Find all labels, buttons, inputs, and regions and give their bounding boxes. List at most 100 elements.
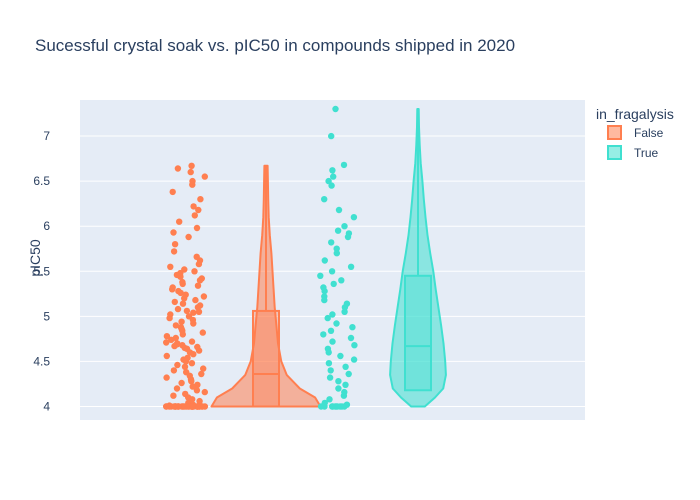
- data-point: [335, 206, 343, 214]
- data-point: [181, 295, 188, 302]
- data-point: [190, 203, 197, 210]
- data-point: [321, 403, 328, 410]
- data-point: [334, 227, 342, 234]
- data-point: [195, 347, 203, 354]
- data-point: [163, 352, 170, 360]
- box-true: [404, 274, 432, 392]
- data-point: [193, 387, 201, 394]
- data-point: [321, 196, 328, 203]
- data-point: [170, 367, 178, 374]
- y-tick-label: 5.5: [33, 264, 50, 278]
- data-point: [351, 342, 358, 349]
- data-point: [345, 370, 352, 378]
- data-point: [320, 331, 327, 338]
- data-point: [332, 105, 339, 113]
- y-tick-label: 6: [43, 219, 50, 233]
- data-point: [342, 381, 349, 388]
- data-point: [326, 396, 333, 403]
- data-point: [321, 296, 328, 304]
- plot-area: [80, 100, 585, 420]
- data-point: [189, 403, 196, 410]
- data-point: [179, 280, 186, 288]
- data-point: [174, 165, 182, 172]
- data-point: [176, 218, 183, 225]
- legend-label: True: [634, 146, 659, 160]
- data-point: [326, 374, 334, 381]
- data-point: [200, 365, 207, 372]
- data-point: [327, 367, 334, 374]
- y-tick-label: 5: [43, 309, 50, 323]
- data-point: [342, 363, 349, 370]
- data-point: [188, 162, 195, 169]
- data-point: [341, 223, 348, 230]
- data-point: [187, 168, 194, 176]
- data-point: [163, 403, 170, 410]
- data-point: [195, 206, 202, 214]
- data-point: [332, 403, 339, 410]
- data-point: [321, 257, 328, 264]
- data-point: [189, 181, 196, 188]
- data-point: [330, 280, 337, 288]
- data-point: [328, 182, 335, 189]
- data-point: [328, 268, 336, 275]
- data-point: [330, 173, 337, 180]
- data-point: [170, 392, 177, 399]
- data-point: [333, 250, 340, 257]
- data-point: [189, 383, 196, 390]
- chart-title: Sucessful crystal soak vs. pIC50 in comp…: [35, 36, 515, 55]
- data-point: [333, 320, 340, 327]
- legend-item-false: False: [607, 125, 664, 140]
- y-tick-label: 6.5: [33, 174, 50, 188]
- data-point: [171, 342, 178, 350]
- data-point: [166, 314, 173, 322]
- data-point: [190, 351, 197, 358]
- data-point: [196, 277, 204, 284]
- data-point: [329, 338, 336, 345]
- series-false: [163, 162, 322, 410]
- data-point: [198, 403, 205, 410]
- y-tick-label: 4.5: [33, 354, 50, 368]
- data-point: [197, 196, 204, 203]
- data-point: [196, 397, 203, 405]
- data-point: [179, 331, 186, 338]
- data-point: [168, 336, 175, 343]
- legend-label: False: [634, 126, 664, 140]
- data-point: [338, 277, 345, 284]
- box-false: [252, 309, 280, 408]
- data-point: [340, 392, 348, 399]
- data-point: [325, 349, 332, 356]
- data-point: [317, 272, 324, 279]
- data-point: [333, 245, 340, 252]
- data-point: [170, 229, 177, 236]
- data-point: [188, 360, 196, 367]
- data-point: [325, 360, 333, 367]
- data-point: [188, 378, 195, 385]
- data-point: [167, 263, 174, 270]
- data-point: [321, 287, 328, 295]
- data-point: [171, 403, 178, 410]
- data-point: [177, 289, 184, 297]
- data-point: [200, 293, 208, 300]
- legend-item-true: True: [607, 145, 659, 160]
- data-point: [195, 260, 203, 268]
- data-point: [201, 388, 208, 396]
- data-point: [192, 296, 199, 304]
- data-point: [169, 188, 176, 196]
- data-point: [347, 263, 355, 270]
- data-point: [177, 273, 184, 280]
- data-point: [198, 370, 205, 378]
- data-point: [193, 224, 201, 232]
- data-point: [173, 385, 181, 392]
- data-point: [341, 308, 348, 315]
- data-point: [194, 282, 202, 289]
- data-point: [324, 314, 331, 322]
- data-point: [174, 305, 182, 313]
- data-point: [199, 329, 206, 336]
- data-point: [163, 333, 171, 340]
- traces: [163, 105, 447, 410]
- data-point: [191, 268, 198, 275]
- data-point: [172, 322, 180, 329]
- data-point: [350, 356, 358, 363]
- y-tick-label: 7: [43, 129, 50, 143]
